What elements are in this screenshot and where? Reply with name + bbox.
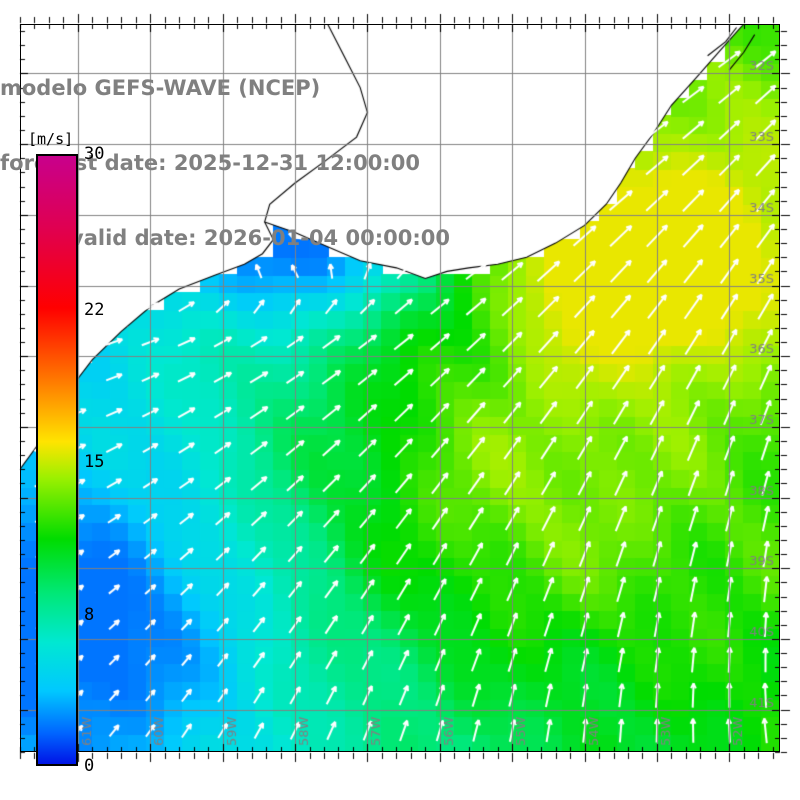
title-model-line: modelo GEFS-WAVE (NCEP) <box>0 76 321 100</box>
colorbar-tick-8: 8 <box>84 605 95 626</box>
colorbar-tick-0: 0 <box>84 756 95 776</box>
colorbar-unit-label: [m/s] <box>28 130 74 148</box>
title-valid-date: valid date: 2026-01-04 00:00:00 <box>70 226 450 250</box>
colorbar <box>36 154 78 766</box>
colorbar-tick-30: 30 <box>84 144 105 164</box>
colorbar-tick-15: 15 <box>84 452 105 473</box>
colorbar-tick-22: 22 <box>84 299 105 320</box>
chart-title-block: modelo GEFS-WAVE (NCEP) forecast date: 2… <box>0 26 520 301</box>
title-forecast-date: forecast date: 2025-12-31 12:00:00 <box>0 151 420 175</box>
colorbar-gradient <box>36 154 78 766</box>
